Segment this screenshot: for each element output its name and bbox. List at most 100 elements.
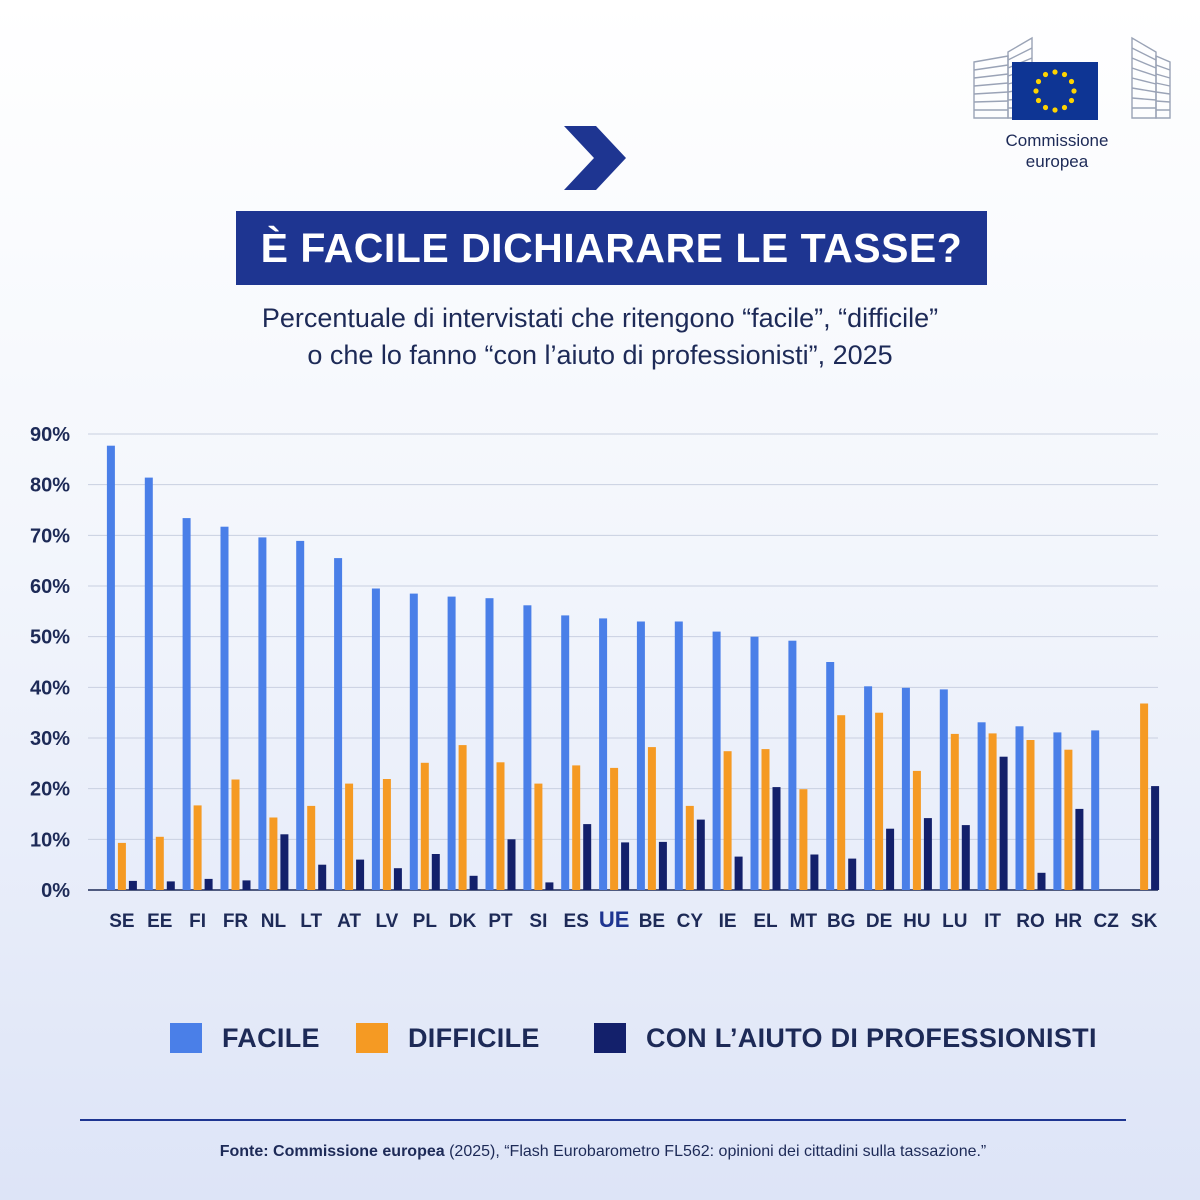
bar-con-l-aiuto-di-professionisti-it xyxy=(999,756,1008,890)
bar-con-l-aiuto-di-professionisti-ee xyxy=(166,881,175,890)
bar-con-l-aiuto-di-professionisti-sk xyxy=(1151,786,1160,890)
y-tick-label: 10% xyxy=(30,829,70,851)
x-tick-label: LT xyxy=(300,911,322,932)
x-tick-label: BG xyxy=(827,911,856,932)
bar-difficile-be xyxy=(647,747,656,890)
x-tick-label: ES xyxy=(564,911,589,932)
x-tick-label: EE xyxy=(147,911,172,932)
chevron-right-icon xyxy=(564,126,626,190)
bar-difficile-es xyxy=(572,765,581,890)
bar-facile-si xyxy=(523,605,532,890)
logo-line-2: europea xyxy=(1025,152,1089,171)
bar-difficile-lu xyxy=(950,733,959,890)
subtitle-line-2: o che lo fanno “con l’aiuto di professio… xyxy=(307,340,893,370)
x-tick-label: IE xyxy=(719,911,737,932)
eu-flag-building-icon xyxy=(973,36,1171,120)
bar-con-l-aiuto-di-professionisti-pl xyxy=(431,854,440,890)
eu-star xyxy=(1068,78,1075,85)
bar-difficile-hr xyxy=(1064,749,1073,890)
bar-facile-cz xyxy=(1091,730,1100,890)
legend-swatch-facile xyxy=(170,1023,202,1053)
bar-difficile-ie xyxy=(723,751,732,890)
bar-con-l-aiuto-di-professionisti-hu xyxy=(923,818,932,890)
bar-facile-fr xyxy=(220,526,229,890)
legend-swatch-professionisti xyxy=(594,1023,626,1053)
eu-star xyxy=(1061,104,1068,111)
bar-con-l-aiuto-di-professionisti-pt xyxy=(507,839,516,890)
bar-difficile-fi xyxy=(193,805,202,890)
chart-subtitle: Percentuale di intervistati che ritengon… xyxy=(100,300,1100,374)
bar-facile-fi xyxy=(182,518,191,890)
bar-difficile-fr xyxy=(231,779,240,890)
bar-difficile-ue xyxy=(610,767,619,890)
bar-facile-ro xyxy=(1015,726,1024,890)
legend-label-difficile: DIFFICILE xyxy=(408,1022,540,1053)
bar-facile-pl xyxy=(409,593,418,890)
commissione-europea-logo: Commissione europea xyxy=(972,22,1172,182)
subtitle-line-1: Percentuale di intervistati che ritengon… xyxy=(261,303,939,333)
legend-item-facile: FACILE xyxy=(170,1018,320,1058)
title-banner: È FACILE DICHIARARE LE TASSE? xyxy=(236,211,987,285)
logo-text: Commissione europea xyxy=(972,130,1142,172)
x-tick-label: CY xyxy=(677,911,704,932)
bar-facile-se xyxy=(106,445,115,890)
bar-con-l-aiuto-di-professionisti-cy xyxy=(696,819,705,890)
bar-con-l-aiuto-di-professionisti-at xyxy=(356,859,365,890)
bar-difficile-mt xyxy=(799,789,808,890)
bar-difficile-el xyxy=(761,749,770,890)
bar-difficile-lt xyxy=(307,805,316,890)
bar-con-l-aiuto-di-professionisti-se xyxy=(128,880,137,890)
source-text: (2025), “Flash Eurobarometro FL562: opin… xyxy=(444,1143,987,1160)
bar-con-l-aiuto-di-professionisti-fr xyxy=(242,880,251,890)
bar-con-l-aiuto-di-professionisti-hr xyxy=(1075,808,1084,890)
bar-facile-pt xyxy=(485,598,494,890)
x-tick-label: MT xyxy=(790,911,818,932)
x-tick-label: CZ xyxy=(1094,911,1120,932)
bar-facile-be xyxy=(636,621,645,890)
y-tick-label: 30% xyxy=(30,728,70,750)
x-tick-label: HR xyxy=(1055,911,1083,932)
bar-facile-lv xyxy=(371,588,380,890)
bar-facile-cy xyxy=(674,621,683,890)
bar-difficile-pl xyxy=(420,762,429,890)
bar-facile-ie xyxy=(712,631,721,890)
bar-con-l-aiuto-di-professionisti-lt xyxy=(318,864,327,890)
source-note: Fonte: Commissione europea (2025), “Flas… xyxy=(80,1143,1126,1161)
bar-facile-bg xyxy=(826,662,835,890)
x-tick-label: AT xyxy=(337,911,361,932)
x-tick-label: LV xyxy=(375,911,398,932)
bar-con-l-aiuto-di-professionisti-es xyxy=(583,824,592,890)
bar-difficile-de xyxy=(875,712,884,890)
chart-legend: FACILE DIFFICILE CON L’AIUTO DI PROFESSI… xyxy=(170,1018,1130,1058)
bar-con-l-aiuto-di-professionisti-bg xyxy=(848,858,857,890)
bar-difficile-dk xyxy=(458,745,467,890)
x-tick-label: DE xyxy=(866,911,892,932)
y-tick-label: 90% xyxy=(30,424,70,446)
bar-con-l-aiuto-di-professionisti-nl xyxy=(280,834,289,890)
x-tick-label: DK xyxy=(449,911,477,932)
source-label: Fonte: Commissione europea xyxy=(219,1143,445,1160)
x-tick-label: FI xyxy=(189,911,206,932)
y-tick-label: 60% xyxy=(30,576,70,598)
bar-con-l-aiuto-di-professionisti-lu xyxy=(961,825,970,890)
bar-difficile-cy xyxy=(685,805,694,890)
x-tick-label: UE xyxy=(599,907,630,932)
page-title: È FACILE DICHIARARE LE TASSE? xyxy=(260,224,963,271)
bar-difficile-lv xyxy=(382,779,391,890)
bar-facile-it xyxy=(977,722,986,890)
bar-con-l-aiuto-di-professionisti-ro xyxy=(1037,872,1046,890)
y-tick-label: 40% xyxy=(30,677,70,699)
bar-con-l-aiuto-di-professionisti-mt xyxy=(810,854,819,890)
bar-con-l-aiuto-di-professionisti-ue xyxy=(621,842,630,890)
bar-con-l-aiuto-di-professionisti-fi xyxy=(204,878,213,890)
bar-difficile-pt xyxy=(496,762,505,890)
x-tick-label: SI xyxy=(529,911,547,932)
legend-label-professionisti: CON L’AIUTO DI PROFESSIONISTI xyxy=(646,1022,1097,1053)
footer-divider xyxy=(80,1119,1126,1121)
bar-difficile-ee xyxy=(155,836,164,890)
bar-difficile-se xyxy=(117,842,126,890)
x-tick-label: SK xyxy=(1131,911,1158,932)
eu-star xyxy=(1071,88,1077,94)
x-tick-label: LU xyxy=(942,911,967,932)
x-tick-label: SE xyxy=(109,911,134,932)
